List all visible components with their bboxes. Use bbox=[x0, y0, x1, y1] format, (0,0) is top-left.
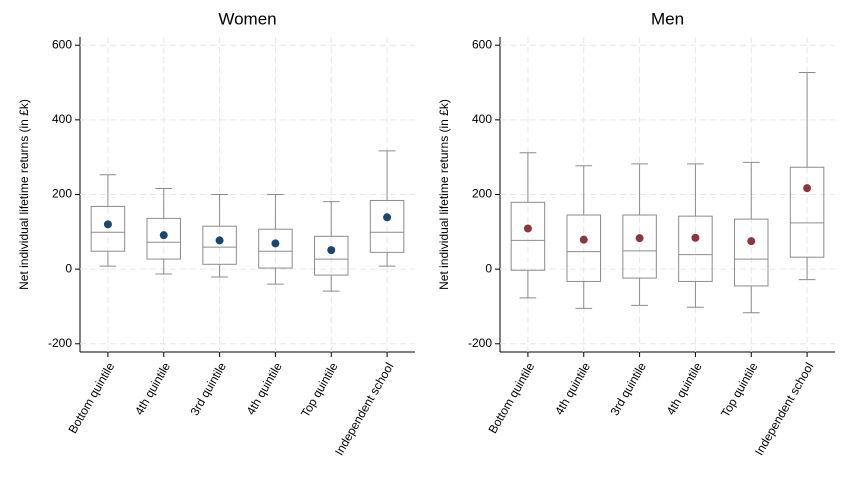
chart-title: Men bbox=[651, 9, 684, 28]
mean-dot bbox=[103, 220, 112, 229]
y-tick-label: 0 bbox=[485, 261, 492, 275]
box bbox=[202, 225, 237, 265]
mean-dot bbox=[159, 231, 168, 240]
x-tick-label: Bottom quintile bbox=[485, 360, 537, 436]
y-tick-label: -200 bbox=[48, 336, 72, 350]
box bbox=[90, 205, 126, 252]
box bbox=[734, 218, 769, 287]
y-tick-label: -200 bbox=[468, 336, 492, 350]
box bbox=[314, 235, 349, 276]
box bbox=[510, 201, 546, 271]
x-tick-label: Independent school bbox=[332, 360, 397, 458]
box bbox=[566, 214, 601, 282]
box bbox=[622, 214, 657, 279]
y-tick-label: 400 bbox=[472, 112, 492, 126]
y-tick-label: 600 bbox=[472, 37, 492, 51]
mean-dot bbox=[327, 246, 336, 255]
x-tick-label: Bottom quintile bbox=[65, 360, 117, 436]
y-axis-label: Net individual lifetime returns (in £k) bbox=[17, 99, 31, 290]
box bbox=[678, 215, 713, 282]
x-tick-label: Top quintile bbox=[298, 360, 341, 420]
x-tick-label: 3rd quintile bbox=[607, 360, 649, 418]
mean-dot bbox=[691, 233, 700, 242]
mean-dot bbox=[215, 236, 224, 245]
chart-title: Women bbox=[218, 9, 276, 28]
mean-dot bbox=[803, 184, 812, 193]
mean-dot bbox=[747, 237, 756, 246]
mean-dot bbox=[271, 239, 280, 248]
y-tick-label: 0 bbox=[65, 261, 72, 275]
mean-dot bbox=[635, 234, 644, 243]
y-tick-label: 200 bbox=[472, 187, 492, 201]
box bbox=[789, 166, 825, 258]
x-tick-label: Top quintile bbox=[718, 360, 761, 420]
x-tick-label: 4th quintile bbox=[664, 360, 705, 418]
box bbox=[146, 217, 181, 260]
mean-dot bbox=[523, 224, 532, 233]
box bbox=[258, 228, 293, 269]
mean-dot bbox=[579, 235, 588, 244]
x-tick-label: 4th quintile bbox=[552, 360, 593, 418]
box bbox=[369, 199, 405, 253]
x-tick-label: Independent school bbox=[752, 360, 817, 458]
mean-dot bbox=[383, 213, 392, 222]
y-tick-label: 400 bbox=[52, 112, 72, 126]
x-tick-label: 3rd quintile bbox=[187, 360, 229, 418]
y-tick-label: 200 bbox=[52, 187, 72, 201]
x-tick-label: 4th quintile bbox=[132, 360, 173, 418]
y-axis-label: Net individual lifetime returns (in £k) bbox=[437, 99, 451, 290]
y-tick-label: 600 bbox=[52, 37, 72, 51]
x-tick-label: 4th quintile bbox=[244, 360, 285, 418]
